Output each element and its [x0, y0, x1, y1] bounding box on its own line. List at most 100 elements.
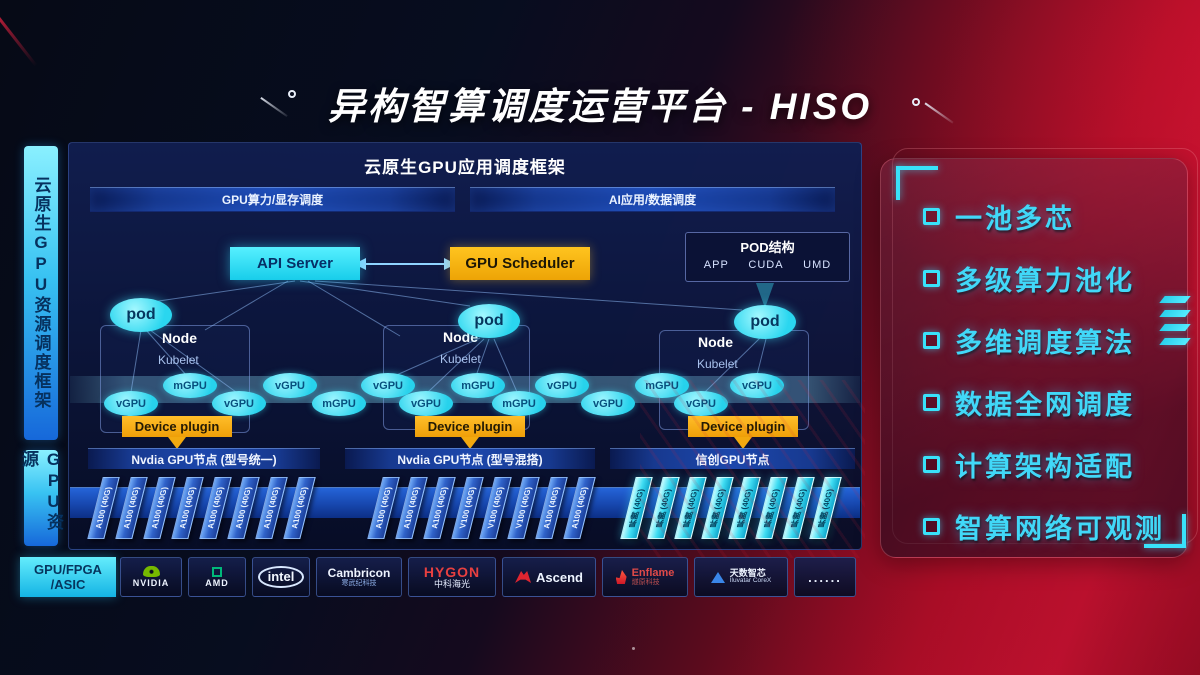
square-bullet-icon	[923, 455, 940, 473]
feature-panel: 一池多芯多级算力池化 多维调度算法 数据全网调度 计算架构适配 智算网络可观测	[880, 158, 1188, 558]
vendor-name: ......	[808, 569, 842, 585]
vendor-subtitle: 中科海光	[433, 578, 470, 589]
square-bullet-icon	[923, 207, 940, 225]
pod-ellipse: pod	[110, 298, 172, 332]
pod-ellipse: pod	[458, 304, 520, 338]
hazard-stripe-decor	[1159, 324, 1191, 331]
feature-item: 数据全网调度	[881, 371, 1187, 433]
kubelet-label: Kubelet	[440, 352, 481, 366]
vendor-Cambricon: Cambricon 寒武纪科技	[316, 557, 402, 597]
vendor-subtitle: 燧原科技	[631, 579, 660, 587]
mgpu-unit: mGPU	[492, 391, 546, 416]
vendor-more: 天数智芯 Iluvatar CoreX	[694, 557, 788, 597]
feature-label: 数据全网调度	[955, 389, 1135, 420]
vendor-name: Ascend	[536, 569, 583, 585]
pod-structure-title: POD结构	[740, 240, 795, 255]
feature-item: 计算架构适配	[881, 433, 1187, 495]
device-plugin-arrow-icon	[168, 437, 186, 449]
feature-label: 智算网络可观测	[955, 513, 1165, 544]
pod-structure-items: APP CUDA UMD	[686, 256, 849, 271]
vendor-subtitle: Iluvatar CoreX	[729, 577, 772, 585]
hardware-types-box: GPU/FPGA /ASIC	[20, 557, 116, 597]
ai-app-sched-bar: AI应用/数据调度	[470, 187, 835, 212]
feature-label: 多维调度算法	[955, 327, 1135, 358]
mgpu-unit: mGPU	[451, 373, 505, 398]
corner-streak-decor	[0, 0, 38, 67]
vendor-more: ......	[794, 557, 856, 597]
vgpu-unit: vGPU	[263, 373, 317, 398]
vendor-name: AMD	[205, 577, 229, 588]
feature-label: 一池多芯	[955, 203, 1075, 234]
node-label: Node	[698, 334, 733, 350]
kubelet-label: Kubelet	[158, 353, 199, 367]
amd-logo-icon	[212, 566, 222, 577]
vendor-name: NVIDIA	[132, 578, 170, 588]
corner-bracket-decor	[1144, 544, 1186, 548]
vendor-name: Cambricon	[327, 566, 391, 581]
pod-structure-box: POD结构 APP CUDA UMD	[685, 232, 850, 282]
pod-ellipse: pod	[734, 305, 796, 339]
sidebar-gpu-resource-bar: GPU资源	[19, 450, 63, 546]
mgpu-unit: mGPU	[312, 391, 366, 416]
vendor-name: HYGON	[423, 563, 481, 580]
gpu-node-group-title: Nvdia GPU节点 (型号统一)	[88, 448, 320, 469]
mgpu-unit: mGPU	[635, 373, 689, 398]
vendor-Enflame: Enflame 燧原科技	[602, 557, 688, 597]
gpu-scheduler-box: GPU Scheduler	[450, 247, 590, 280]
vendor-Ascend: Ascend	[502, 557, 596, 597]
vgpu-unit: vGPU	[535, 373, 589, 398]
circuit-node-icon	[912, 98, 920, 106]
square-bullet-icon	[923, 393, 940, 411]
device-plugin-box: Device plugin	[122, 416, 232, 437]
gpu-node-group-title: Nvdia GPU节点 (型号混搭)	[345, 448, 595, 469]
feature-label: 多级算力池化	[955, 265, 1135, 296]
dot-decor	[632, 647, 635, 650]
api-server-box: API Server	[230, 247, 360, 280]
mgpu-unit: mGPU	[163, 373, 217, 398]
vendor-name: Enflame	[631, 566, 675, 579]
device-plugin-arrow-icon	[461, 437, 479, 449]
corner-bracket-decor	[896, 166, 900, 200]
corner-bracket-decor	[1182, 514, 1186, 548]
vendor-name: 天数智芯	[729, 567, 766, 578]
enflame-logo-icon	[615, 570, 627, 584]
vgpu-unit: vGPU	[399, 391, 453, 416]
device-plugin-box: Device plugin	[415, 416, 525, 437]
device-plugin-box: Device plugin	[688, 416, 798, 437]
feature-item: 多维调度算法	[881, 309, 1187, 371]
square-bullet-icon	[923, 269, 940, 287]
vgpu-unit: vGPU	[730, 373, 784, 398]
vendor-subtitle: 寒武纪科技	[341, 579, 377, 587]
vgpu-unit: vGPU	[104, 391, 158, 416]
hazard-stripe-decor	[1159, 310, 1191, 317]
square-bullet-icon	[923, 517, 940, 535]
page-title: 异构智算调度运营平台 - HISO	[327, 86, 873, 127]
pod-item-umd: UMD	[803, 259, 832, 271]
square-bullet-icon	[923, 331, 940, 349]
vgpu-unit: vGPU	[212, 391, 266, 416]
node-label: Node	[162, 330, 197, 346]
circuit-node-icon	[288, 90, 296, 98]
kubelet-label: Kubelet	[697, 357, 738, 371]
sidebar-framework-bar: 云原生GPU资源调度框架	[24, 146, 58, 440]
hardware-label-line2: /ASIC	[50, 577, 86, 592]
panel-header: 云原生GPU应用调度框架	[364, 158, 566, 177]
nvidia-logo-icon	[142, 566, 160, 577]
vendor-AMD: AMD	[188, 557, 246, 597]
feature-item: 多级算力池化	[881, 247, 1187, 309]
vendor-intel: intel	[252, 557, 310, 597]
vendor-HYGON: HYGON 中科海光	[408, 557, 496, 597]
ascend-logo-icon	[515, 571, 532, 583]
hazard-stripe-decor	[1159, 338, 1191, 345]
gpu-node-group-title: 信创GPU节点	[610, 448, 855, 469]
pod-item-app: APP	[703, 259, 729, 271]
feature-item: 智算网络可观测	[881, 495, 1187, 557]
iluvatar-logo-icon	[710, 571, 725, 583]
feature-label: 计算架构适配	[955, 451, 1135, 482]
gpu-compute-sched-bar: GPU算力/显存调度	[90, 187, 455, 212]
corner-bracket-decor	[896, 166, 938, 170]
device-plugin-arrow-icon	[734, 437, 752, 449]
vendor-name: intel	[257, 566, 305, 588]
hazard-stripe-decor	[1159, 296, 1191, 303]
